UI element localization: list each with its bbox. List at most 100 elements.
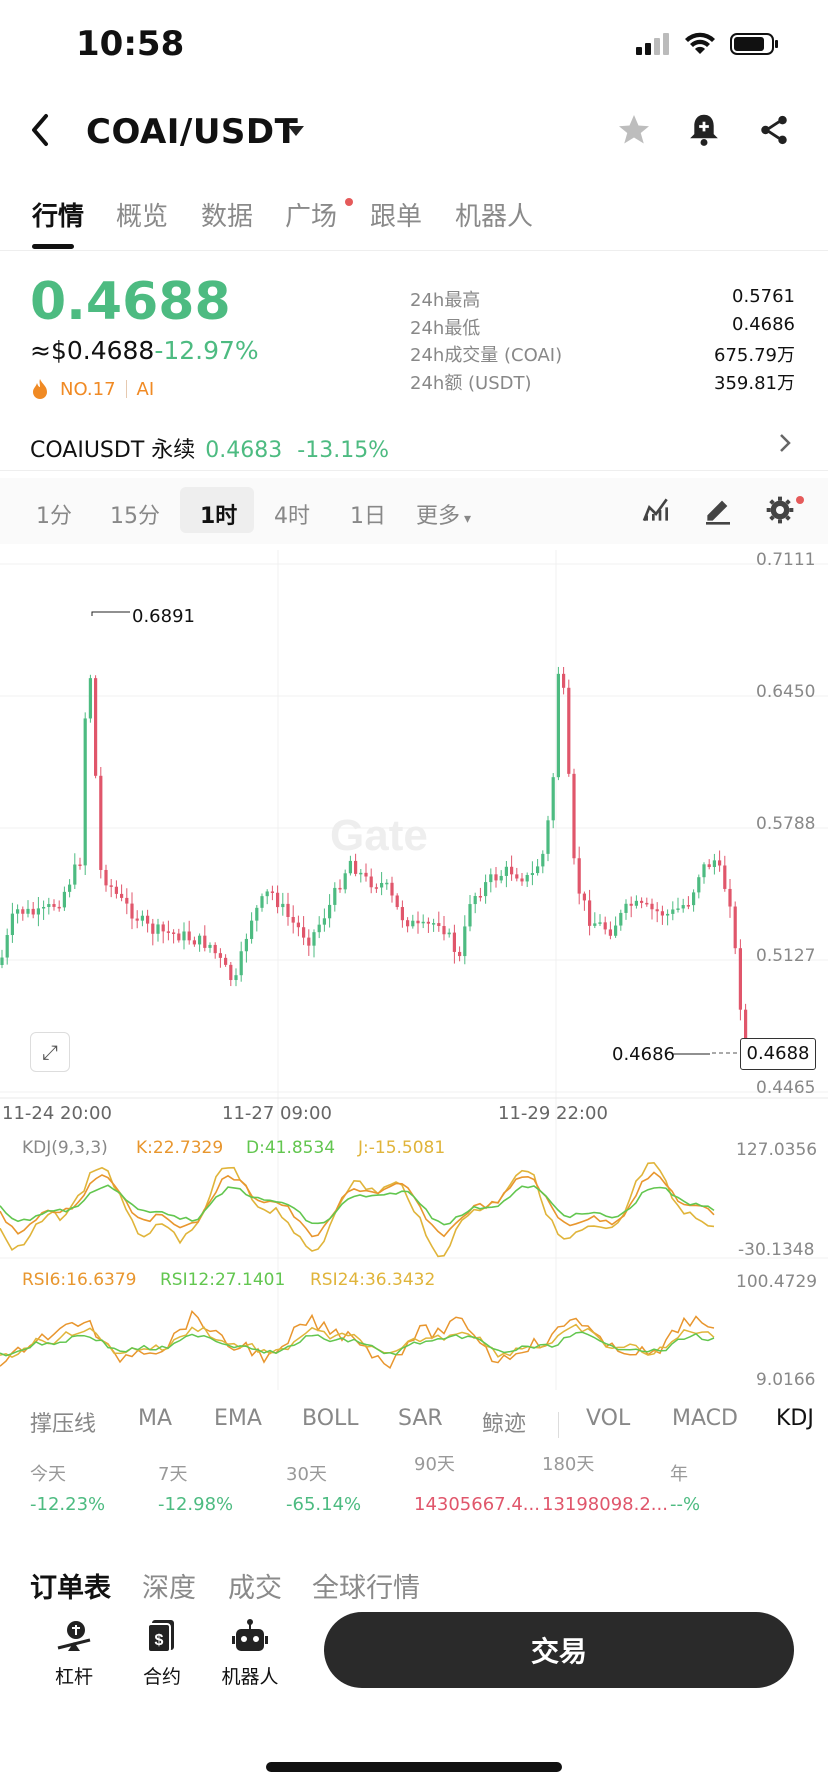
indicator-tab[interactable]: EMA — [214, 1406, 262, 1431]
date-label: 11-27 09:00 — [222, 1103, 332, 1124]
indicator-tab-active[interactable]: KDJ — [776, 1406, 814, 1431]
candle-body — [374, 887, 378, 889]
last-price-tag: 0.4688 — [740, 1038, 816, 1070]
candle-body — [432, 923, 436, 925]
candle-body — [598, 922, 602, 924]
settings-gear-icon[interactable] — [764, 494, 796, 526]
candle-body — [707, 864, 711, 868]
candle-body — [296, 922, 300, 928]
perf-period: 今天 — [30, 1464, 66, 1485]
timeframe-1h[interactable]: 1时 — [200, 504, 238, 529]
tab-data[interactable]: 数据 — [201, 202, 254, 232]
timeframe-1m[interactable]: 1分 — [36, 504, 72, 529]
indicator-tab[interactable]: SAR — [398, 1406, 443, 1431]
dock-robot[interactable]: 机器人 — [218, 1618, 282, 1689]
tab-depth[interactable]: 深度 — [142, 1573, 196, 1604]
candlestick-chart[interactable]: Gate — [0, 548, 828, 1404]
candle-body — [692, 892, 696, 906]
category-tag[interactable]: AI — [136, 378, 155, 400]
candle-body — [650, 903, 654, 910]
low-marker-label: 0.4686 — [612, 1044, 675, 1065]
share-icon[interactable] — [754, 110, 794, 150]
indicator-tab[interactable]: MACD — [672, 1406, 738, 1431]
perpetual-row[interactable]: COAIUSDT 永续 0.4683 -13.15% — [30, 432, 389, 464]
y-tick: 0.5127 — [756, 946, 816, 966]
fire-icon — [33, 379, 47, 399]
candle-body — [104, 869, 108, 886]
tab-bots[interactable]: 机器人 — [455, 202, 534, 232]
candle-body — [416, 920, 420, 924]
timeframe-4h[interactable]: 4时 — [274, 504, 310, 529]
star-icon[interactable] — [614, 110, 654, 150]
tab-global-market[interactable]: 全球行情 — [312, 1573, 420, 1604]
status-time: 10:58 — [76, 24, 185, 64]
tab-market[interactable]: 行情 — [32, 202, 85, 232]
candle-body — [88, 678, 92, 719]
candle-body — [676, 908, 680, 910]
chevron-down-icon[interactable] — [288, 126, 304, 136]
notification-dot — [345, 198, 353, 206]
tab-underline — [32, 244, 74, 249]
stat-value: 0.4686 — [732, 313, 795, 335]
candle-body — [541, 853, 545, 867]
candle-body — [99, 775, 103, 870]
dock-leverage[interactable]: 杠杆 — [42, 1618, 106, 1689]
indicator-tab[interactable]: MA — [138, 1406, 173, 1431]
tab-order-book[interactable]: 订单表 — [30, 1573, 111, 1604]
indicator-tab[interactable]: VOL — [586, 1406, 631, 1431]
chevron-right-icon[interactable] — [778, 432, 792, 460]
price-markers — [91, 611, 740, 1055]
trade-button[interactable]: 交易 — [324, 1612, 794, 1688]
candle-body — [447, 932, 451, 935]
candle-body — [114, 886, 118, 894]
candle-body — [26, 908, 30, 914]
tab-copy-trading[interactable]: 跟单 — [370, 202, 423, 232]
y-tick: 0.4465 — [756, 1078, 816, 1098]
last-price: 0.4688 — [30, 272, 231, 332]
stat-row: 24h最高 0.5761 — [410, 286, 795, 314]
candle-body — [78, 864, 82, 867]
candle-body — [166, 931, 170, 933]
stat-row: 24h额 (USDT) 359.81万 — [410, 369, 795, 397]
candle-body — [343, 873, 347, 890]
indicator-tab[interactable]: 鲸迹 — [482, 1412, 527, 1437]
candle-body — [567, 687, 571, 774]
candle-body — [489, 874, 493, 883]
dock-contract[interactable]: $ 合约 — [130, 1618, 194, 1689]
tab-square[interactable]: 广场 — [285, 202, 338, 232]
candle-body — [536, 866, 540, 874]
bell-plus-icon[interactable] — [684, 110, 724, 150]
back-icon[interactable] — [28, 112, 52, 155]
candle-body — [10, 913, 14, 936]
candle-body — [203, 935, 207, 948]
rank-label[interactable]: NO.17 — [60, 378, 116, 400]
perf-value: 13198098.2... — [542, 1494, 668, 1515]
indicator-tab[interactable]: BOLL — [302, 1406, 359, 1431]
indicator-tabs: 撑压线 MA EMA BOLL SAR 鲸迹 VOL MACD KDJ — [0, 1406, 828, 1450]
rsi-min: 9.0166 — [756, 1370, 816, 1390]
indicator-icon[interactable] — [640, 494, 672, 526]
candle-body — [192, 940, 196, 945]
draw-pencil-icon[interactable] — [702, 494, 734, 526]
candle-body — [250, 920, 254, 939]
candle-body — [593, 923, 597, 926]
tab-overview[interactable]: 概览 — [116, 202, 169, 232]
candle-body — [660, 911, 664, 916]
timeframe-15m[interactable]: 15分 — [110, 504, 160, 529]
candle-body — [624, 903, 628, 913]
candle-body — [224, 957, 228, 965]
tab-trades[interactable]: 成交 — [228, 1573, 282, 1604]
candle-body — [697, 877, 701, 893]
kdj-min: -30.1348 — [738, 1240, 815, 1260]
candle-body — [47, 904, 51, 907]
timeframe-1d[interactable]: 1日 — [350, 504, 386, 529]
candle-body — [182, 931, 186, 941]
expand-icon[interactable]: ⤢ — [30, 1032, 70, 1072]
candle-body — [494, 874, 498, 881]
perf-value: --% — [670, 1494, 701, 1515]
timeframe-more[interactable]: 更多 ▾ — [416, 498, 471, 530]
pair-title[interactable]: COAI/USDT — [86, 112, 299, 152]
indicator-tab[interactable]: 撑压线 — [30, 1412, 97, 1437]
svg-text:$: $ — [155, 1632, 164, 1649]
candle-body — [614, 925, 618, 936]
